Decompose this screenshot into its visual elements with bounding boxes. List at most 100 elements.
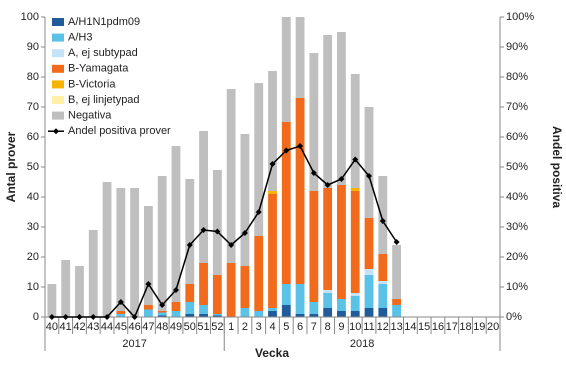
- bar-segment: [116, 311, 126, 314]
- x-tick-label: 9: [338, 321, 344, 333]
- x-tick-label: 5: [283, 321, 289, 333]
- bar-segment: [75, 266, 84, 317]
- legend-swatch: [52, 64, 64, 73]
- bar-segment: [350, 191, 360, 293]
- bar-segment: [281, 122, 291, 284]
- legend-label: B-Yamagata: [68, 63, 129, 75]
- bar-segment: [157, 176, 167, 311]
- bar-segment: [364, 107, 374, 218]
- x-tick-label: 20: [487, 321, 499, 333]
- y-tick-label: 40: [27, 191, 39, 203]
- y2-tick-label: 60%: [506, 131, 528, 143]
- bar-segment: [309, 314, 319, 317]
- bar-segment: [309, 191, 319, 302]
- line-marker: [366, 173, 373, 179]
- bar-segment: [295, 314, 305, 317]
- bar-segment: [212, 315, 222, 317]
- bar-segment: [392, 305, 402, 317]
- line-marker: [228, 242, 235, 248]
- legend-swatch: [52, 49, 64, 58]
- year-label: 2017: [122, 338, 146, 350]
- bar-segment: [185, 179, 195, 284]
- bar-segment: [337, 311, 346, 317]
- x-tick-label: 13: [390, 321, 402, 333]
- legend-label: A/H3: [68, 32, 92, 44]
- x-tick-label: 17: [446, 321, 458, 333]
- line-marker: [48, 314, 55, 320]
- x-tick-label: 52: [211, 321, 223, 333]
- x-tick-label: 19: [473, 321, 485, 333]
- bar-segment: [226, 89, 236, 263]
- bar-segment: [116, 314, 126, 317]
- bar-segment: [281, 305, 291, 317]
- x-tick-label: 41: [60, 321, 72, 333]
- bar-segment: [364, 269, 374, 275]
- line-marker: [90, 314, 97, 320]
- bar-segment: [102, 182, 112, 317]
- bar-segment: [295, 284, 305, 314]
- x-tick-label: 49: [170, 321, 182, 333]
- bar-segment: [323, 308, 333, 317]
- bar-segment: [364, 218, 374, 269]
- x-tick-label: 3: [256, 321, 262, 333]
- x-tick-label: 8: [325, 321, 331, 333]
- x-axis-title: Vecka: [255, 346, 289, 360]
- x-tick-label: 50: [184, 321, 196, 333]
- bar-segment: [350, 311, 360, 317]
- bar-segment: [337, 185, 346, 299]
- bar-segment: [392, 245, 402, 299]
- line-marker: [310, 170, 317, 176]
- bar-segment: [157, 311, 167, 313]
- x-tick-label: 12: [377, 321, 389, 333]
- line-marker: [117, 299, 124, 305]
- legend-label: B-Victoria: [68, 78, 116, 90]
- line-marker: [214, 228, 221, 235]
- bar-segment: [212, 314, 222, 316]
- x-tick-label: 14: [404, 321, 416, 333]
- y2-tick-label: 40%: [506, 191, 528, 203]
- bar-segment: [61, 260, 71, 317]
- y-axis-title: Antal prover: [4, 131, 18, 202]
- bar-segment: [212, 275, 222, 314]
- x-tick-label: 48: [156, 321, 168, 333]
- bar-segment: [47, 284, 57, 317]
- y-tick-label: 0: [33, 311, 39, 323]
- line-marker: [200, 227, 207, 233]
- line-marker: [379, 218, 386, 224]
- bar-segment: [157, 312, 167, 316]
- legend-label: Andel positiva prover: [68, 125, 171, 137]
- bar-segment: [281, 17, 291, 122]
- bar-segment: [240, 308, 250, 317]
- bar-segment: [350, 293, 360, 296]
- bar-segment: [392, 299, 402, 305]
- bar-segment: [88, 230, 98, 317]
- x-tick-label: 45: [115, 321, 127, 333]
- y-tick-label: 50: [27, 161, 39, 173]
- bar-segment: [268, 191, 277, 194]
- legend-label: A, ej subtypad: [68, 47, 138, 59]
- x-tick-label: 16: [432, 321, 444, 333]
- line-marker: [241, 230, 248, 236]
- line-marker: [76, 314, 83, 320]
- line-marker: [172, 287, 179, 293]
- bar-segment: [212, 170, 222, 275]
- bar-segment: [240, 134, 250, 266]
- bar-segment: [157, 315, 167, 317]
- line: [51, 145, 398, 319]
- bar-segment: [350, 74, 360, 188]
- y-tick-label: 80: [27, 71, 39, 83]
- x-tick-label: 40: [46, 321, 58, 333]
- bar-segment: [364, 275, 374, 308]
- x-tick-label: 18: [459, 321, 471, 333]
- bar-segment: [185, 302, 195, 314]
- x-tick-label: 46: [128, 321, 140, 333]
- y2-tick-label: 90%: [506, 41, 528, 53]
- bar-segment: [337, 32, 346, 185]
- bar-segment: [199, 314, 208, 317]
- y2-tick-label: 100%: [506, 11, 534, 23]
- x-tick-label: 4: [269, 321, 275, 333]
- x-tick-label: 15: [418, 321, 430, 333]
- line-marker: [338, 176, 345, 182]
- x-tick-label: 47: [142, 321, 154, 333]
